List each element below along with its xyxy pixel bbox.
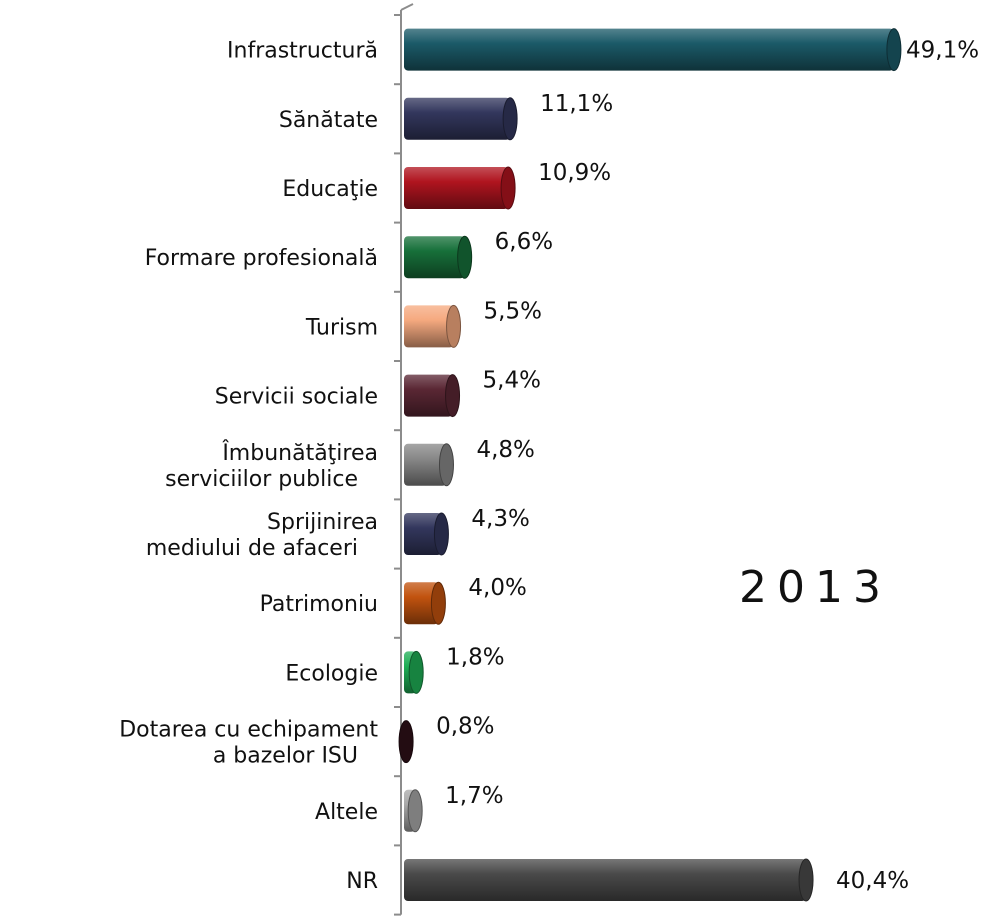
bar-6 — [404, 374, 453, 417]
value-label-8: 4,3% — [471, 506, 529, 532]
bar-cap-5 — [446, 304, 462, 348]
value-label-6: 5,4% — [483, 368, 541, 394]
category-axis — [394, 3, 414, 916]
value-label-11: 0,8% — [436, 714, 494, 740]
value-label-3: 10,9% — [538, 160, 611, 186]
bar-1 — [404, 28, 894, 71]
category-label-12: Altele — [315, 800, 378, 825]
category-label-11: Dotarea cu echipament a bazelor ISU — [119, 718, 378, 769]
bar-cap-12 — [407, 789, 423, 833]
axis-top-edge — [400, 3, 414, 11]
bar-cap-7 — [438, 443, 454, 487]
category-label-2: Sănătate — [279, 108, 378, 133]
category-label-10: Ecologie — [285, 661, 378, 686]
category-label-9: Patrimoniu — [260, 592, 378, 617]
value-label-5: 5,5% — [484, 298, 542, 324]
bar-cap-3 — [500, 166, 516, 210]
year-annotation: 2013 — [739, 562, 891, 613]
bars — [398, 28, 902, 902]
value-label-12: 1,7% — [445, 783, 503, 809]
value-label-7: 4,8% — [476, 437, 534, 463]
bar-2 — [404, 97, 511, 140]
bar-4 — [404, 236, 465, 279]
category-label-8: Sprijinirea mediului de afaceri — [146, 510, 378, 561]
category-label-6: Servicii sociale — [215, 385, 378, 410]
category-label-4: Formare profesională — [145, 246, 378, 271]
bar-cap-2 — [502, 97, 518, 141]
value-label-13: 40,4% — [836, 868, 909, 894]
bar-cap-1 — [886, 28, 902, 72]
value-labels: 49,1% 11,1% 10,9% 6,6% 5,5% 5,4% 4,8% 4,3% 4,0% 1… — [436, 38, 979, 894]
value-label-10: 1,8% — [446, 644, 504, 670]
bar-cap-6 — [445, 374, 461, 418]
bar-13 — [404, 859, 807, 901]
bar-cap-8 — [433, 512, 449, 556]
bar-cap-10 — [408, 650, 424, 694]
bar-8 — [404, 513, 442, 555]
category-label-3: Educaţie — [282, 177, 378, 202]
category-label-1: Infrastructură — [227, 39, 378, 64]
bar-cap-13 — [798, 858, 814, 902]
bar-7 — [404, 443, 447, 486]
category-label-13: NR — [346, 869, 378, 894]
bar-5 — [404, 305, 454, 348]
bar-3 — [404, 167, 509, 209]
bar-cap-9 — [430, 581, 446, 625]
value-label-9: 4,0% — [468, 575, 526, 601]
bar-cap-11 — [398, 720, 414, 764]
value-label-4: 6,6% — [495, 229, 553, 255]
category-label-7: Îmbunătăţirea serviciilor publice — [165, 440, 378, 492]
category-labels: Infrastructură Sănătate Educaţie Formare pr… — [119, 39, 378, 894]
bar-9 — [404, 582, 439, 625]
category-label-5: Turism — [305, 315, 378, 340]
bar-cap-4 — [457, 235, 473, 279]
value-label-2: 11,1% — [540, 91, 613, 117]
value-label-1: 49,1% — [906, 38, 979, 64]
